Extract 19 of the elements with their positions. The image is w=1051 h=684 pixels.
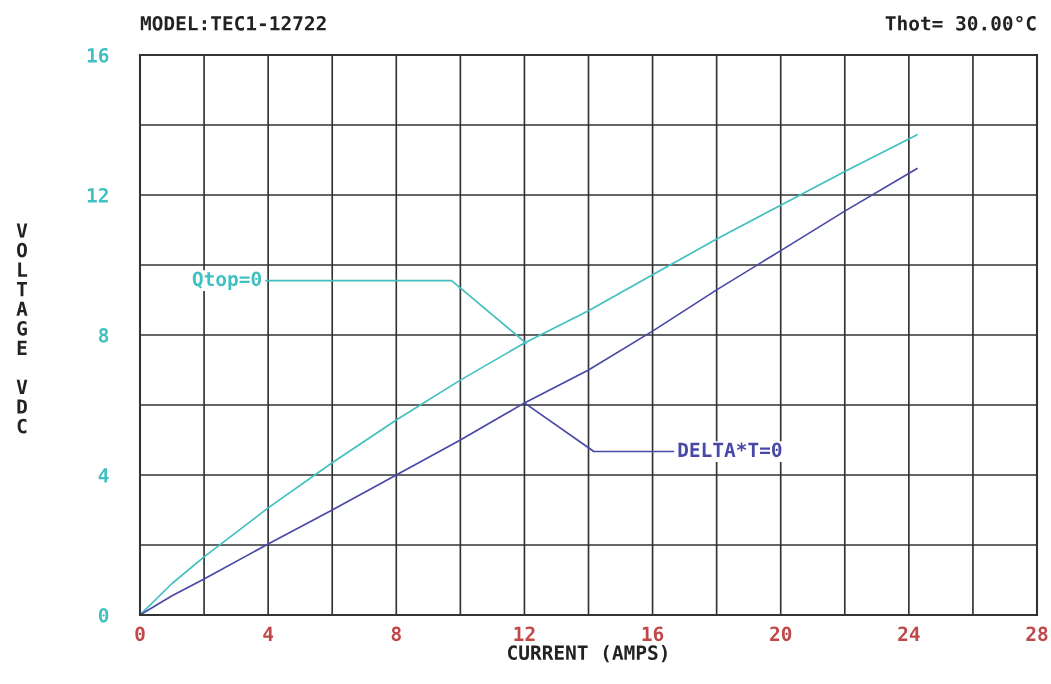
x-tick-label: 24 (898, 626, 920, 641)
x-tick-label: 20 (770, 626, 792, 642)
chart-title: MODEL:TEC1-12722 (140, 15, 326, 31)
text: VOLTAGE VDC (16, 223, 28, 434)
y-tick-label: 12 (87, 187, 108, 203)
chart-subtitle: Thot= 30.00°C (885, 15, 1036, 31)
x-tick-label: 8 (391, 626, 401, 642)
annotation: Qtop=0 (192, 271, 261, 290)
x-tick-label: 28 (1026, 626, 1048, 642)
y-tick-label: 16 (87, 47, 109, 63)
x-axis-title: CURRENT (AMPS) (508, 644, 667, 663)
x-tick-label: 16 (642, 626, 664, 642)
y-tick-label: 0 (98, 607, 109, 623)
y-tick-label: 4 (98, 468, 109, 483)
x-tick-label: 4 (263, 626, 274, 641)
x-tick-label: 12 (514, 626, 535, 641)
x-tick-label: 0 (135, 626, 145, 642)
y-tick-label: 8 (98, 327, 109, 343)
annotation: DELTA*T=0 (678, 442, 782, 458)
